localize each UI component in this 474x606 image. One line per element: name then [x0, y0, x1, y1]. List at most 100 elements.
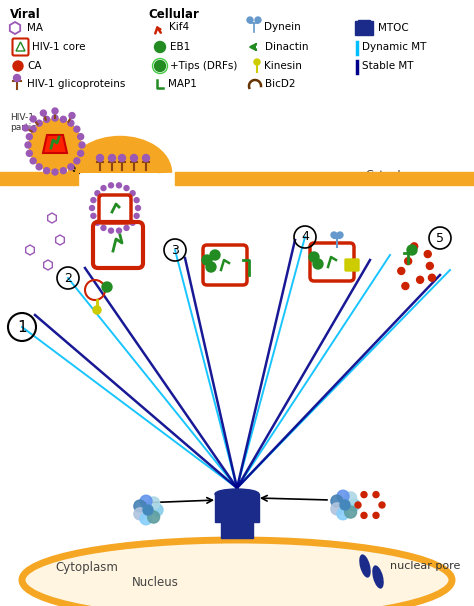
- Circle shape: [379, 502, 385, 508]
- Circle shape: [140, 513, 152, 525]
- Text: Viral: Viral: [10, 8, 41, 21]
- Circle shape: [424, 250, 431, 258]
- Circle shape: [102, 282, 112, 292]
- Circle shape: [426, 262, 433, 270]
- Text: HIV-1
particle: HIV-1 particle: [10, 113, 45, 132]
- Circle shape: [95, 221, 100, 225]
- Circle shape: [130, 221, 135, 225]
- Circle shape: [202, 255, 212, 265]
- Circle shape: [313, 259, 323, 269]
- Circle shape: [118, 155, 126, 162]
- Circle shape: [74, 158, 80, 164]
- Circle shape: [27, 134, 32, 139]
- Circle shape: [143, 505, 153, 515]
- Circle shape: [147, 497, 160, 509]
- Circle shape: [30, 158, 36, 164]
- Circle shape: [109, 155, 116, 162]
- Circle shape: [134, 213, 139, 218]
- Circle shape: [78, 150, 84, 156]
- Ellipse shape: [215, 489, 259, 499]
- PathPatch shape: [75, 143, 165, 173]
- Circle shape: [36, 120, 42, 126]
- FancyBboxPatch shape: [355, 21, 373, 35]
- Text: MA: MA: [27, 23, 43, 33]
- Circle shape: [410, 243, 418, 250]
- Circle shape: [74, 126, 80, 132]
- Circle shape: [109, 228, 113, 233]
- Circle shape: [255, 17, 261, 23]
- Circle shape: [101, 225, 106, 230]
- Circle shape: [93, 306, 101, 314]
- Circle shape: [337, 232, 343, 238]
- Circle shape: [355, 502, 361, 508]
- Circle shape: [340, 500, 350, 510]
- Circle shape: [155, 41, 165, 53]
- Circle shape: [124, 225, 129, 230]
- Circle shape: [33, 123, 77, 167]
- Circle shape: [206, 262, 216, 272]
- Circle shape: [124, 185, 129, 190]
- Circle shape: [151, 504, 163, 516]
- Circle shape: [91, 213, 96, 218]
- Circle shape: [60, 168, 66, 174]
- Circle shape: [130, 191, 135, 196]
- Circle shape: [337, 508, 349, 520]
- Circle shape: [25, 142, 31, 148]
- Circle shape: [247, 17, 253, 23]
- Text: MAP1: MAP1: [168, 79, 197, 89]
- Circle shape: [68, 164, 74, 170]
- Text: 2: 2: [64, 271, 72, 284]
- Circle shape: [13, 61, 23, 71]
- Text: CA: CA: [27, 61, 42, 71]
- FancyBboxPatch shape: [215, 494, 259, 522]
- Circle shape: [90, 205, 94, 210]
- Circle shape: [30, 126, 36, 132]
- Circle shape: [117, 183, 121, 188]
- Circle shape: [13, 75, 20, 81]
- Circle shape: [52, 115, 58, 121]
- Text: BicD2: BicD2: [265, 79, 295, 89]
- Circle shape: [407, 245, 417, 255]
- Polygon shape: [43, 135, 67, 153]
- Circle shape: [331, 232, 337, 238]
- Circle shape: [134, 508, 146, 520]
- Text: Kinesin: Kinesin: [264, 61, 302, 71]
- Circle shape: [68, 120, 74, 126]
- Circle shape: [345, 492, 356, 504]
- Circle shape: [130, 155, 137, 162]
- Text: Kif4: Kif4: [169, 22, 189, 32]
- Circle shape: [36, 164, 42, 170]
- Circle shape: [337, 490, 349, 502]
- Circle shape: [60, 116, 66, 122]
- Text: +Tips (DRFs): +Tips (DRFs): [170, 61, 237, 71]
- Circle shape: [361, 513, 367, 518]
- Circle shape: [143, 155, 149, 162]
- Circle shape: [428, 275, 436, 281]
- Text: HIV-1 core: HIV-1 core: [32, 42, 85, 52]
- Text: MTOC: MTOC: [378, 23, 409, 33]
- Circle shape: [44, 116, 50, 122]
- Circle shape: [345, 506, 356, 518]
- Text: Cellular: Cellular: [148, 8, 199, 21]
- Circle shape: [109, 183, 113, 188]
- Circle shape: [398, 267, 405, 275]
- Text: Dynein: Dynein: [264, 22, 301, 32]
- Circle shape: [40, 110, 46, 116]
- Circle shape: [101, 185, 106, 190]
- Circle shape: [309, 252, 319, 262]
- Text: Dynamic MT: Dynamic MT: [362, 42, 427, 52]
- Circle shape: [52, 108, 58, 114]
- Circle shape: [134, 198, 139, 202]
- Text: Stable MT: Stable MT: [362, 61, 413, 71]
- Circle shape: [117, 228, 121, 233]
- Text: 1: 1: [17, 319, 27, 335]
- Circle shape: [405, 258, 412, 265]
- Ellipse shape: [372, 565, 384, 588]
- Circle shape: [29, 119, 81, 171]
- Text: EB1: EB1: [170, 42, 190, 52]
- Circle shape: [210, 250, 220, 260]
- Bar: [175, 172, 474, 185]
- Circle shape: [44, 168, 50, 174]
- Circle shape: [95, 191, 100, 196]
- Text: nuclear pore: nuclear pore: [390, 561, 460, 571]
